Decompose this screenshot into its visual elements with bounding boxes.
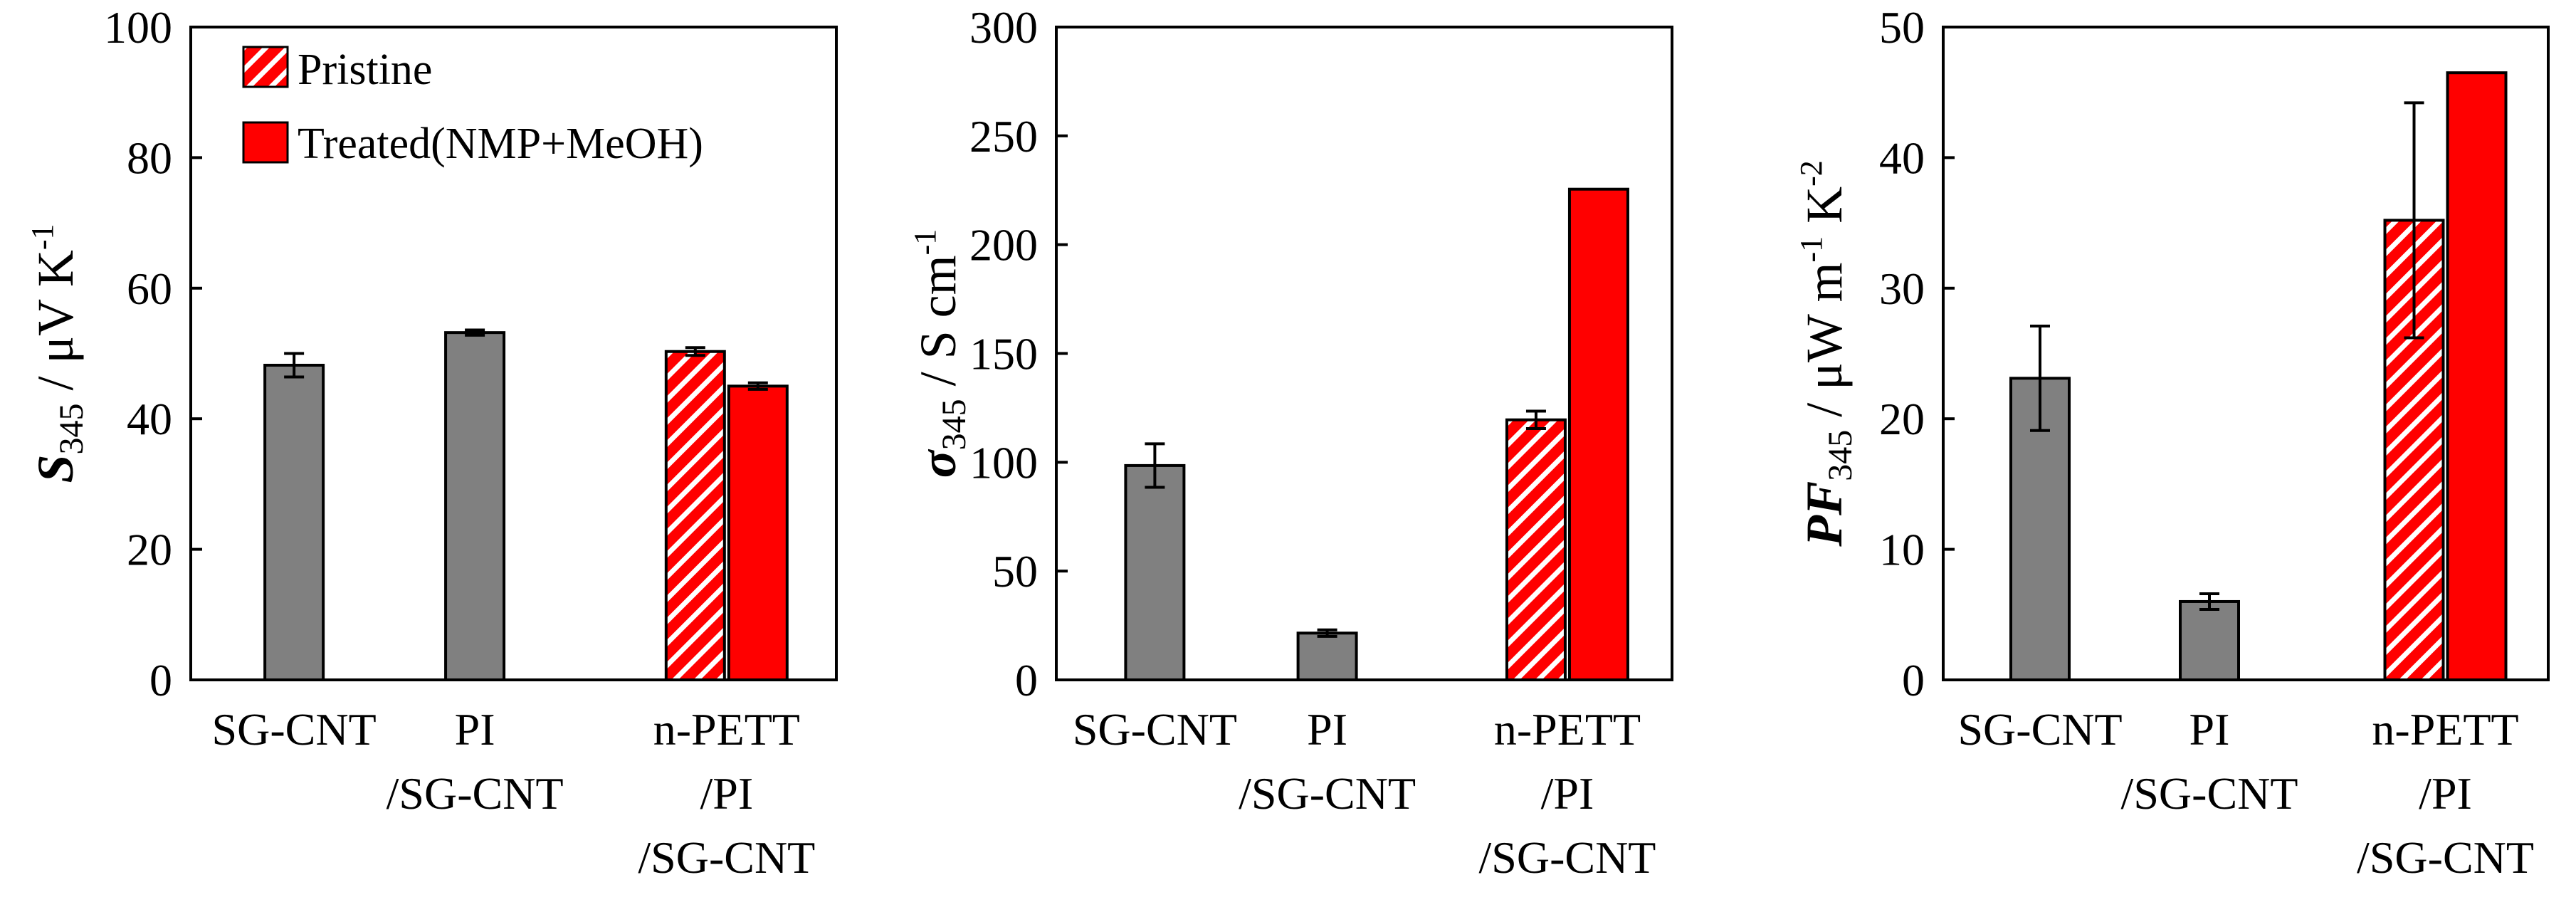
y-tick-label: 50 [1879, 2, 1925, 53]
y-axis-superscript-2: -2 [1794, 160, 1829, 187]
y-tick-label: 250 [969, 111, 1038, 162]
y-axis-superscript: -1 [25, 224, 60, 251]
category-label: /PI [1541, 768, 1594, 819]
y-tick-label: 150 [969, 329, 1038, 379]
y-tick-label: 80 [127, 132, 172, 183]
y-axis-label: PF345 / μW m-1 K-2 [1794, 160, 1859, 547]
y-axis-unit: / μW m [1796, 263, 1853, 430]
y-axis-label: σ345 / S cm-1 [908, 229, 973, 478]
bar-pristine [664, 350, 726, 681]
y-axis-symbol: S [27, 454, 84, 483]
category-label: /SG-CNT [2357, 832, 2534, 883]
plot-frame [189, 26, 838, 681]
category-label: PI [1307, 704, 1347, 755]
bar-treated [1567, 187, 1629, 681]
category-label: /SG-CNT [2121, 768, 2298, 819]
y-tick-label: 0 [1902, 655, 1925, 706]
bar-pristine [1505, 418, 1567, 681]
bar-baseline [444, 331, 506, 681]
y-tick-label: 300 [969, 2, 1038, 53]
category-label: /PI [700, 768, 753, 819]
chart-panel-2: 0 50 100 150 200 250 300 SG-CNT PI/SG-CNT n-PETT /… [908, 2, 1673, 883]
bar-treated [727, 384, 789, 681]
y-axis-subscript: 345 [53, 403, 90, 454]
category-label: n-PETT [1494, 704, 1641, 755]
category-label: /SG-CNT [1239, 768, 1416, 819]
y-axis-unit: / S cm [910, 255, 967, 399]
y-axis-unit-mid: K [1796, 187, 1853, 236]
y-axis-symbol: σ [910, 449, 967, 478]
category-label: /SG-CNT [1478, 832, 1656, 883]
category-label: SG-CNT [1957, 704, 2122, 755]
bar-baseline [263, 364, 325, 681]
y-tick-label: 100 [969, 437, 1038, 488]
category-label: /PI [2419, 768, 2472, 819]
y-tick-label: 20 [1879, 394, 1925, 444]
bar-baseline [1296, 631, 1358, 682]
bar-treated [2446, 71, 2508, 681]
category-label: n-PETT [2372, 704, 2518, 755]
y-axis-subscript: 345 [1821, 430, 1859, 481]
y-tick-label: 0 [1015, 655, 1038, 706]
y-tick-label: 60 [127, 263, 172, 314]
y-axis-symbol: PF [1796, 481, 1853, 547]
chart-panel-3: 0 10 20 30 40 50 SG-CNT PI/SG-CNT n-PETT/PI/SG-C… [1794, 2, 2550, 883]
legend-swatch-treated [242, 121, 289, 164]
y-tick-label: 40 [127, 394, 172, 444]
y-tick-label: 100 [104, 2, 172, 53]
y-tick-label: 40 [1879, 132, 1925, 183]
category-label: PI [2189, 704, 2230, 755]
category-label: PI [455, 704, 495, 755]
y-tick-label: 30 [1879, 263, 1925, 314]
legend: Pristine Treated(NMP+MeOH) [242, 46, 703, 168]
y-axis-superscript: -1 [1794, 236, 1829, 263]
legend-label-treated: Treated(NMP+MeOH) [298, 120, 703, 168]
category-label: n-PETT [653, 704, 800, 755]
y-tick-label: 10 [1879, 525, 1925, 575]
y-tick-label: 0 [149, 655, 172, 706]
y-axis-unit: / μV K [27, 250, 84, 403]
category-label: SG-CNT [212, 704, 377, 755]
y-tick-label: 20 [127, 525, 172, 575]
y-tick-label: 200 [969, 220, 1038, 271]
category-label: /SG-CNT [638, 832, 815, 883]
legend-label-pristine: Pristine [298, 46, 432, 94]
category-label: /SG-CNT [387, 768, 564, 819]
y-tick-label: 50 [992, 546, 1038, 597]
y-axis-subscript: 345 [935, 399, 973, 450]
legend-swatch-pristine [242, 46, 289, 88]
category-label: SG-CNT [1073, 704, 1237, 755]
plot-frame [1942, 26, 2550, 681]
bar-baseline [1124, 463, 1186, 681]
y-axis-label: S345 / μV K-1 [25, 224, 90, 483]
chart-panel-1: 0 20 40 60 80 100 SG-CNT PI/SG-CNT n-PETT/PI/SG-… [25, 2, 838, 883]
bar-baseline [2179, 599, 2240, 682]
y-axis-superscript: -1 [908, 229, 942, 256]
